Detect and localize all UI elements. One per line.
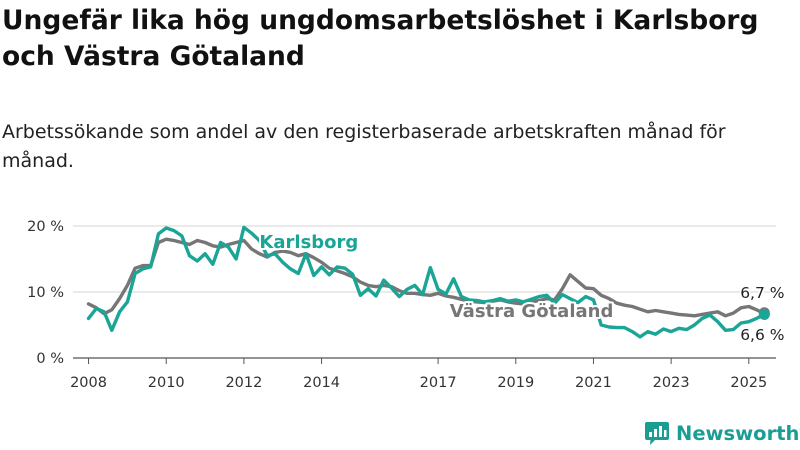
brand-name: Newsworthy bbox=[676, 421, 800, 445]
x-tick-label: 2023 bbox=[653, 375, 690, 391]
chart-subtitle: Arbetssökande som andel av den registerb… bbox=[2, 121, 726, 172]
x-tick-label: 2010 bbox=[148, 375, 185, 391]
x-tick-label: 2014 bbox=[303, 375, 340, 391]
series-line-karlsborg bbox=[86, 225, 766, 339]
x-tick-label: 2012 bbox=[225, 375, 262, 391]
brand-mark: Newsworthy bbox=[644, 419, 800, 447]
y-tick-label: 10 % bbox=[27, 285, 64, 301]
newsworthy-logo-icon bbox=[645, 422, 669, 445]
end-point-karlsborg bbox=[758, 308, 770, 320]
chart-title: Ungefär lika hög ungdomsarbetslöshet i K… bbox=[2, 5, 759, 72]
y-tick-label: 20 % bbox=[27, 219, 64, 235]
y-tick-label: 0 % bbox=[36, 351, 64, 367]
x-tick-label: 2021 bbox=[575, 375, 612, 391]
series-label-vastra-gotaland: Västra Götaland bbox=[450, 301, 614, 322]
end-label-vastra-gotaland: 6,7 % bbox=[740, 284, 784, 302]
series-label-karlsborg: Karlsborg bbox=[259, 232, 358, 253]
end-label-karlsborg: 6,6 % bbox=[740, 326, 784, 344]
series-line-vastra-gotaland bbox=[86, 237, 766, 318]
x-tick-label: 2019 bbox=[497, 375, 534, 391]
x-tick-label: 2008 bbox=[70, 375, 107, 391]
x-tick-label: 2025 bbox=[730, 375, 767, 391]
x-tick-label: 2017 bbox=[420, 375, 457, 391]
